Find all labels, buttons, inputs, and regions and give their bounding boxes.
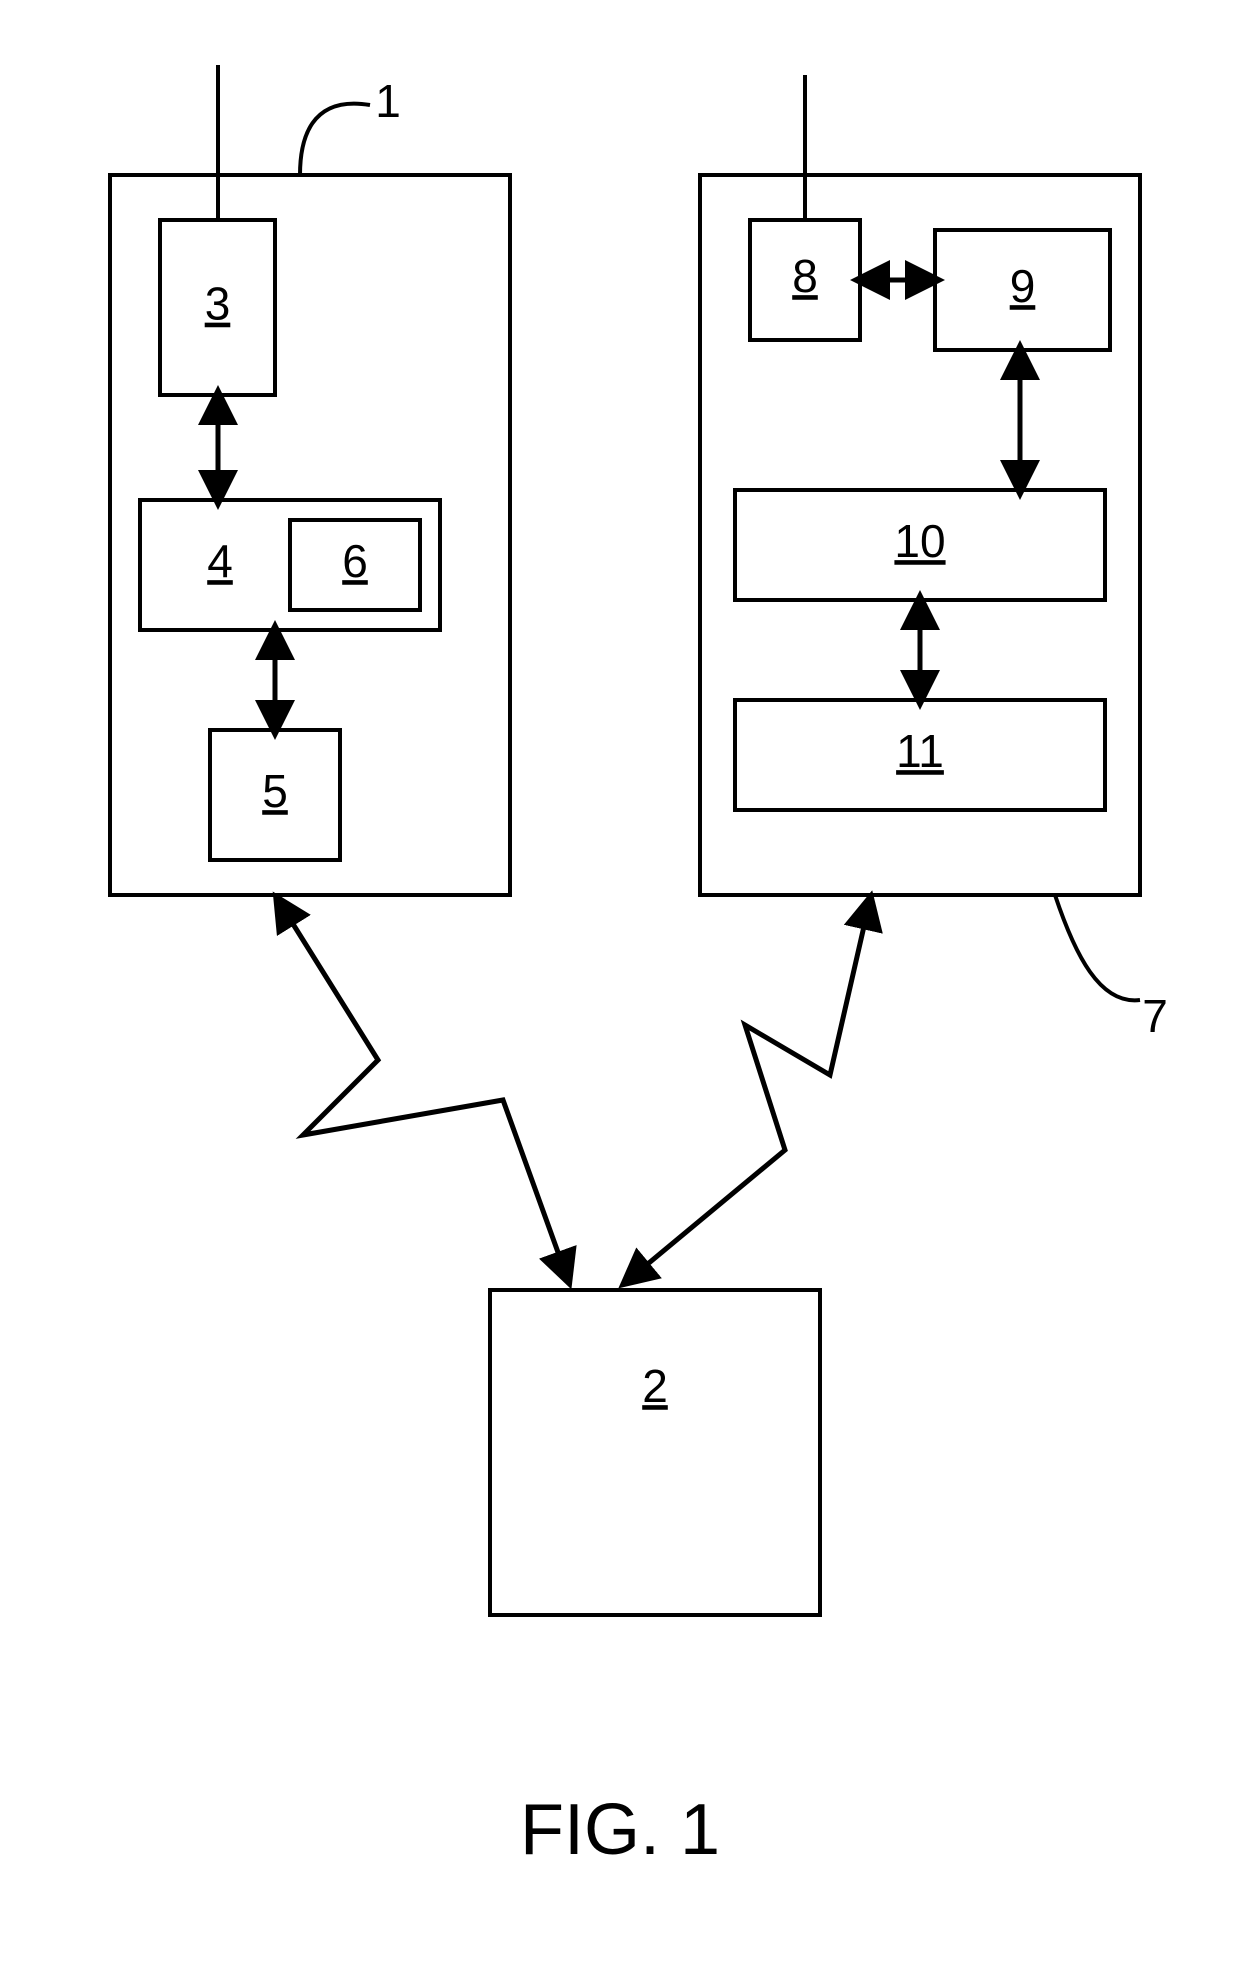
- figure-1-diagram: 3 4 6 5 8 9 10 11 2 1 7 FIG. 1: [0, 0, 1240, 1961]
- box-label-4: 4: [207, 535, 233, 587]
- callout-label-1: 1: [375, 75, 401, 127]
- box-label-9: 9: [1010, 260, 1036, 312]
- callout-curve-1: [300, 104, 370, 175]
- box-label-10: 10: [894, 515, 945, 567]
- callout-curve-7: [1055, 895, 1140, 1000]
- arrow-zigzag-1: [626, 900, 870, 1282]
- box-label-5: 5: [262, 765, 288, 817]
- box-label-8: 8: [792, 250, 818, 302]
- arrow-zigzag-0: [278, 900, 568, 1280]
- figure-caption: FIG. 1: [520, 1790, 720, 1870]
- box-label-11: 11: [896, 725, 944, 777]
- box-label-6: 6: [342, 535, 368, 587]
- callout-label-7: 7: [1142, 990, 1168, 1042]
- box-label-3: 3: [205, 278, 231, 330]
- left-container-box: [110, 175, 510, 895]
- box-2: [490, 1290, 820, 1615]
- box-label-2: 2: [642, 1360, 668, 1412]
